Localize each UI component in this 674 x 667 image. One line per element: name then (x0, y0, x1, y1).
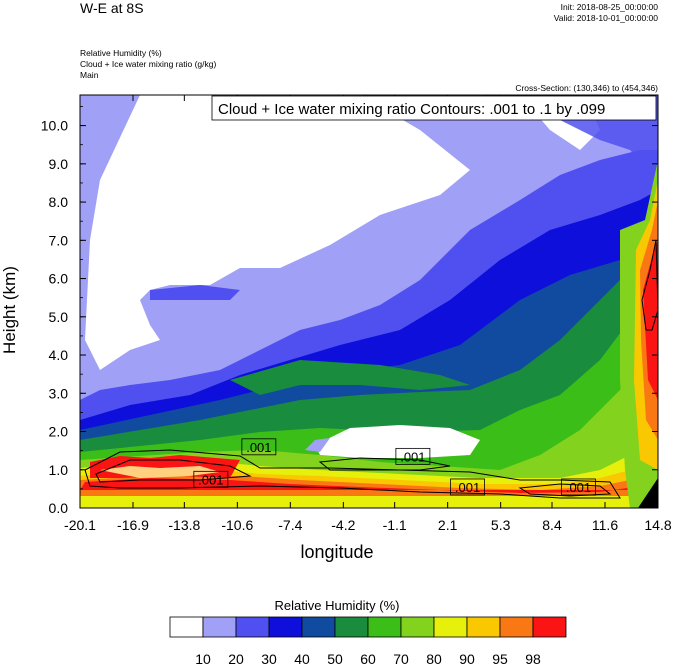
y-tick-label: 5.0 (49, 309, 69, 325)
legend-swatch (499, 616, 534, 638)
x-tick-label: -10.6 (221, 517, 253, 533)
legend-swatch (400, 616, 435, 638)
contour-label-box (561, 478, 596, 496)
plot-title: W-E at 8S (80, 0, 144, 16)
y-tick-label: 7.0 (49, 232, 69, 248)
init-time: Init: 2018-08-25_00:00:00 (560, 2, 658, 12)
contour-info-box (211, 95, 657, 121)
legend-swatch (169, 616, 204, 638)
contour-labels: .001 .001 .001 .001 .001 (193, 438, 596, 496)
field-main: Main (80, 70, 99, 80)
legend-label: 90 (459, 651, 475, 667)
valid-time: Valid: 2018-10-01_00:00:00 (553, 13, 658, 23)
field-rh: Relative Humidity (%) (80, 48, 162, 58)
x-tick-label: 8.4 (542, 517, 562, 533)
x-axis-label: longitude (300, 542, 374, 562)
legend-swatch (367, 616, 402, 638)
field-descriptions: Relative Humidity (%) Cloud + Ice water … (80, 48, 216, 81)
legend-title: Relative Humidity (%) (274, 598, 400, 613)
x-tick-label: -4.2 (331, 517, 355, 533)
x-tick-label: -7.4 (278, 517, 302, 533)
contour-label-box (395, 447, 431, 465)
contour-label: .001 (455, 480, 480, 495)
color-legend: 10 20 30 40 50 60 70 80 90 95 98 (169, 616, 567, 667)
legend-swatch (532, 616, 567, 638)
y-tick-label: 3.0 (49, 385, 69, 401)
legend-label: 70 (393, 651, 409, 667)
legend-label: 20 (228, 651, 244, 667)
y-tick-label: 2.0 (49, 424, 69, 440)
legend-label: 30 (261, 651, 277, 667)
contour-label-box (450, 478, 485, 496)
field-cloud: Cloud + Ice water mixing ratio (g/kg) (80, 59, 217, 69)
legend-swatch (466, 616, 501, 638)
contour-label-box (241, 438, 277, 456)
humidity-field (80, 95, 658, 508)
y-tick-label: 9.0 (49, 156, 69, 172)
x-tick-label: 14.8 (644, 517, 671, 533)
legend-swatch (202, 616, 237, 638)
x-tick-label: 5.3 (491, 517, 511, 533)
contour-label: .001 (246, 440, 271, 455)
legend-swatch (334, 616, 369, 638)
y-tick-label: 0.0 (49, 500, 69, 516)
legend-label: 98 (525, 651, 541, 667)
contour-label: .001 (198, 472, 223, 487)
contour-label: .001 (566, 480, 591, 495)
y-tick-label: 4.0 (49, 347, 69, 363)
x-tick-label: -20.1 (64, 517, 96, 533)
plot-frame (79, 94, 659, 509)
contour-label: .001 (400, 449, 425, 464)
x-tick-label: 2.1 (438, 517, 458, 533)
x-tick-label: -1.1 (383, 517, 407, 533)
x-tick-label: -16.9 (117, 517, 149, 533)
y-tick-label: 1.0 (49, 462, 69, 478)
legend-swatch (433, 616, 468, 638)
y-tick-label: 6.0 (49, 271, 69, 287)
contour-info-text: Cloud + Ice water mixing ratio Contours:… (218, 101, 605, 118)
legend-label: 80 (426, 651, 442, 667)
legend-swatch (235, 616, 270, 638)
axes: -20.1 -16.9 -13.8 -10.6 -7.4 -4.2 -1.1 2.1 5.3 8.… (41, 95, 672, 533)
time-info: Init: 2018-08-25_00:00:00 Valid: 2018-10… (554, 2, 658, 24)
legend-label: 60 (360, 651, 376, 667)
legend-swatch (301, 616, 336, 638)
contour-label-box (193, 470, 229, 488)
cross-section-label: Cross-Section: (130,346) to (454,346) (515, 83, 658, 93)
legend-label: 95 (492, 651, 508, 667)
legend-label: 10 (195, 651, 211, 667)
legend-label: 50 (327, 651, 343, 667)
x-tick-label: 11.6 (592, 517, 618, 533)
legend-label: 40 (294, 651, 310, 667)
y-tick-label: 10.0 (41, 118, 68, 134)
legend-swatch (268, 616, 303, 638)
y-tick-label: 8.0 (49, 194, 69, 210)
x-tick-label: -13.8 (168, 517, 200, 533)
